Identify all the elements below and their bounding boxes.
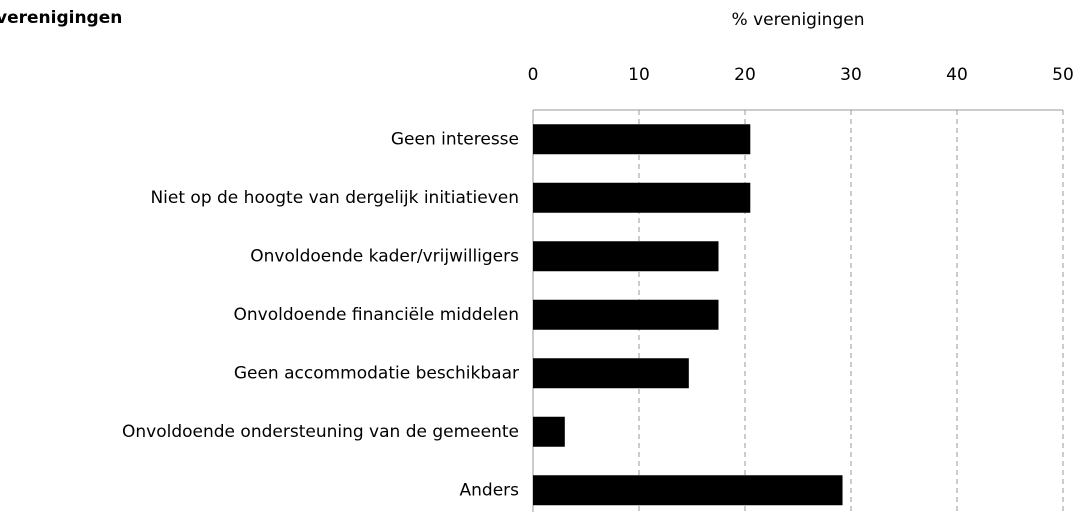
bar: [533, 416, 565, 447]
y-tick-label: Onvoldoende financiële middelen: [234, 305, 520, 325]
x-tick-label: 40: [946, 65, 968, 85]
y-tick-label: Anders: [460, 480, 520, 500]
x-tick-label: 10: [628, 65, 650, 85]
y-tick-label: Geen interesse: [391, 129, 519, 149]
y-tick-label: Geen accommodatie beschikbaar: [234, 363, 519, 383]
x-tick-label: 30: [840, 65, 862, 85]
x-tick-label: 20: [734, 65, 756, 85]
y-tick-label: Onvoldoende ondersteuning van de gemeent…: [122, 422, 519, 442]
bar: [533, 358, 689, 389]
bar: [533, 299, 719, 330]
y-tick-label: Niet op de hoogte van dergelijk initiati…: [150, 188, 519, 208]
bar: [533, 124, 751, 155]
x-tick-label: 0: [528, 65, 539, 85]
chart-title: verenigingen: [0, 8, 122, 28]
bar: [533, 182, 751, 213]
x-tick-label: 50: [1052, 65, 1074, 85]
y-tick-label: Onvoldoende kader/vrijwilligers: [250, 246, 519, 266]
x-axis-label: % verenigingen: [732, 10, 865, 30]
bar: [533, 241, 719, 272]
bar: [533, 475, 843, 506]
